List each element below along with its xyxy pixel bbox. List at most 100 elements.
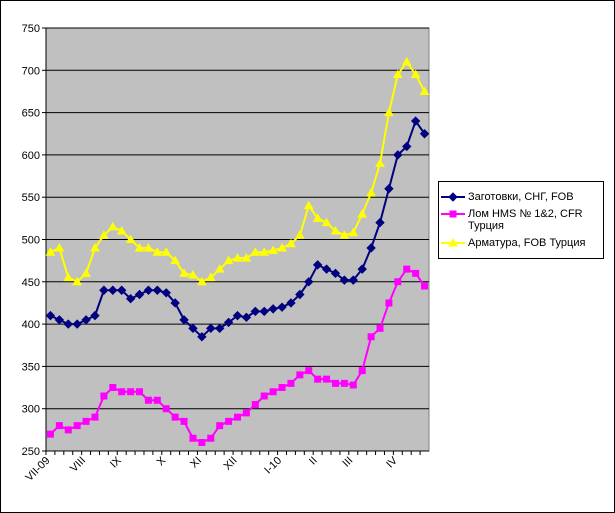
data-point — [392, 69, 403, 79]
data-point — [205, 272, 216, 282]
data-point — [303, 200, 314, 210]
data-point — [118, 388, 126, 396]
legend-label: Заготовки, СНГ, FOB — [468, 191, 574, 203]
x-tick-label: VII-09 — [23, 455, 52, 484]
data-point — [81, 268, 91, 277]
data-point — [136, 388, 144, 396]
data-point — [134, 289, 145, 300]
data-point — [250, 247, 261, 256]
data-point — [162, 405, 170, 413]
legend-label: Арматура, FOB Турция — [468, 237, 586, 249]
data-point — [304, 277, 314, 287]
data-point — [286, 298, 296, 308]
data-point — [109, 384, 117, 392]
x-tick-label: X — [155, 454, 169, 468]
y-tick-label: 350 — [22, 361, 40, 373]
data-point — [321, 217, 332, 227]
data-point — [259, 247, 270, 256]
data-point — [412, 269, 420, 277]
data-point — [82, 417, 90, 425]
data-point — [321, 264, 332, 274]
data-point — [410, 69, 421, 79]
data-point — [72, 319, 82, 329]
data-point — [384, 184, 394, 194]
data-point — [134, 242, 145, 252]
x-tick-label: IX — [108, 454, 124, 470]
legend: Заготовки, СНГ, FOB Лом HMS № 1&2, CFR Ту… — [438, 181, 604, 259]
data-point — [63, 272, 74, 282]
data-point — [45, 247, 56, 256]
data-point — [421, 282, 429, 290]
legend-swatch — [441, 237, 465, 247]
data-point — [277, 242, 287, 252]
data-point — [99, 230, 109, 239]
data-point — [296, 371, 304, 379]
legend-item: Лом HMS № 1&2, CFR Турция — [441, 208, 601, 232]
y-tick-label: 600 — [22, 150, 40, 162]
data-point — [117, 285, 127, 295]
data-point — [125, 294, 136, 304]
data-point — [143, 242, 154, 252]
data-point — [410, 116, 421, 126]
data-point — [349, 381, 357, 389]
data-point — [232, 253, 243, 262]
data-point — [198, 439, 206, 447]
data-point — [330, 268, 341, 279]
data-point — [394, 278, 402, 286]
data-point — [188, 323, 198, 334]
data-point — [385, 299, 393, 307]
data-point — [179, 315, 189, 325]
data-point — [305, 367, 313, 375]
data-point — [330, 226, 341, 235]
data-point — [206, 323, 216, 334]
data-point — [312, 260, 323, 270]
data-point — [143, 285, 154, 295]
y-tick-label: 300 — [22, 404, 40, 416]
data-point — [251, 400, 259, 408]
data-point — [294, 230, 305, 239]
data-point — [268, 245, 278, 254]
data-point — [241, 312, 252, 323]
data-point — [152, 247, 163, 256]
data-point — [234, 413, 241, 421]
data-point — [339, 230, 350, 239]
data-point — [214, 264, 225, 273]
legend-item: Арматура, FOB Турция — [441, 237, 601, 249]
data-point — [180, 417, 188, 425]
x-tick-label: XI — [188, 455, 204, 471]
data-point — [171, 413, 179, 421]
data-point — [278, 384, 286, 392]
data-point — [64, 426, 72, 434]
data-point — [331, 379, 339, 387]
data-point — [375, 158, 385, 167]
x-tick-label: IV — [384, 454, 400, 470]
data-point — [376, 324, 384, 332]
x-tick-label: XII — [222, 455, 240, 473]
data-point — [72, 276, 83, 286]
data-point — [91, 413, 99, 421]
data-point — [250, 306, 261, 317]
y-tick-label: 750 — [22, 23, 40, 35]
data-point — [323, 375, 331, 383]
legend-item: Заготовки, СНГ, FOB — [441, 191, 601, 203]
data-point — [241, 253, 252, 262]
data-point — [55, 422, 63, 430]
data-point — [295, 289, 305, 300]
legend-swatch — [441, 192, 465, 202]
data-point — [152, 285, 163, 295]
data-point — [367, 333, 375, 341]
data-point — [401, 56, 412, 66]
data-point — [170, 255, 181, 265]
data-point — [90, 310, 100, 321]
x-tick-label: I-10 — [262, 455, 284, 477]
data-point — [393, 150, 403, 160]
data-point — [225, 417, 233, 425]
data-point — [223, 255, 234, 265]
data-point — [339, 275, 350, 285]
y-tick-label: 650 — [22, 108, 40, 120]
data-point — [99, 285, 109, 295]
data-point — [348, 227, 359, 237]
data-point — [419, 86, 430, 95]
